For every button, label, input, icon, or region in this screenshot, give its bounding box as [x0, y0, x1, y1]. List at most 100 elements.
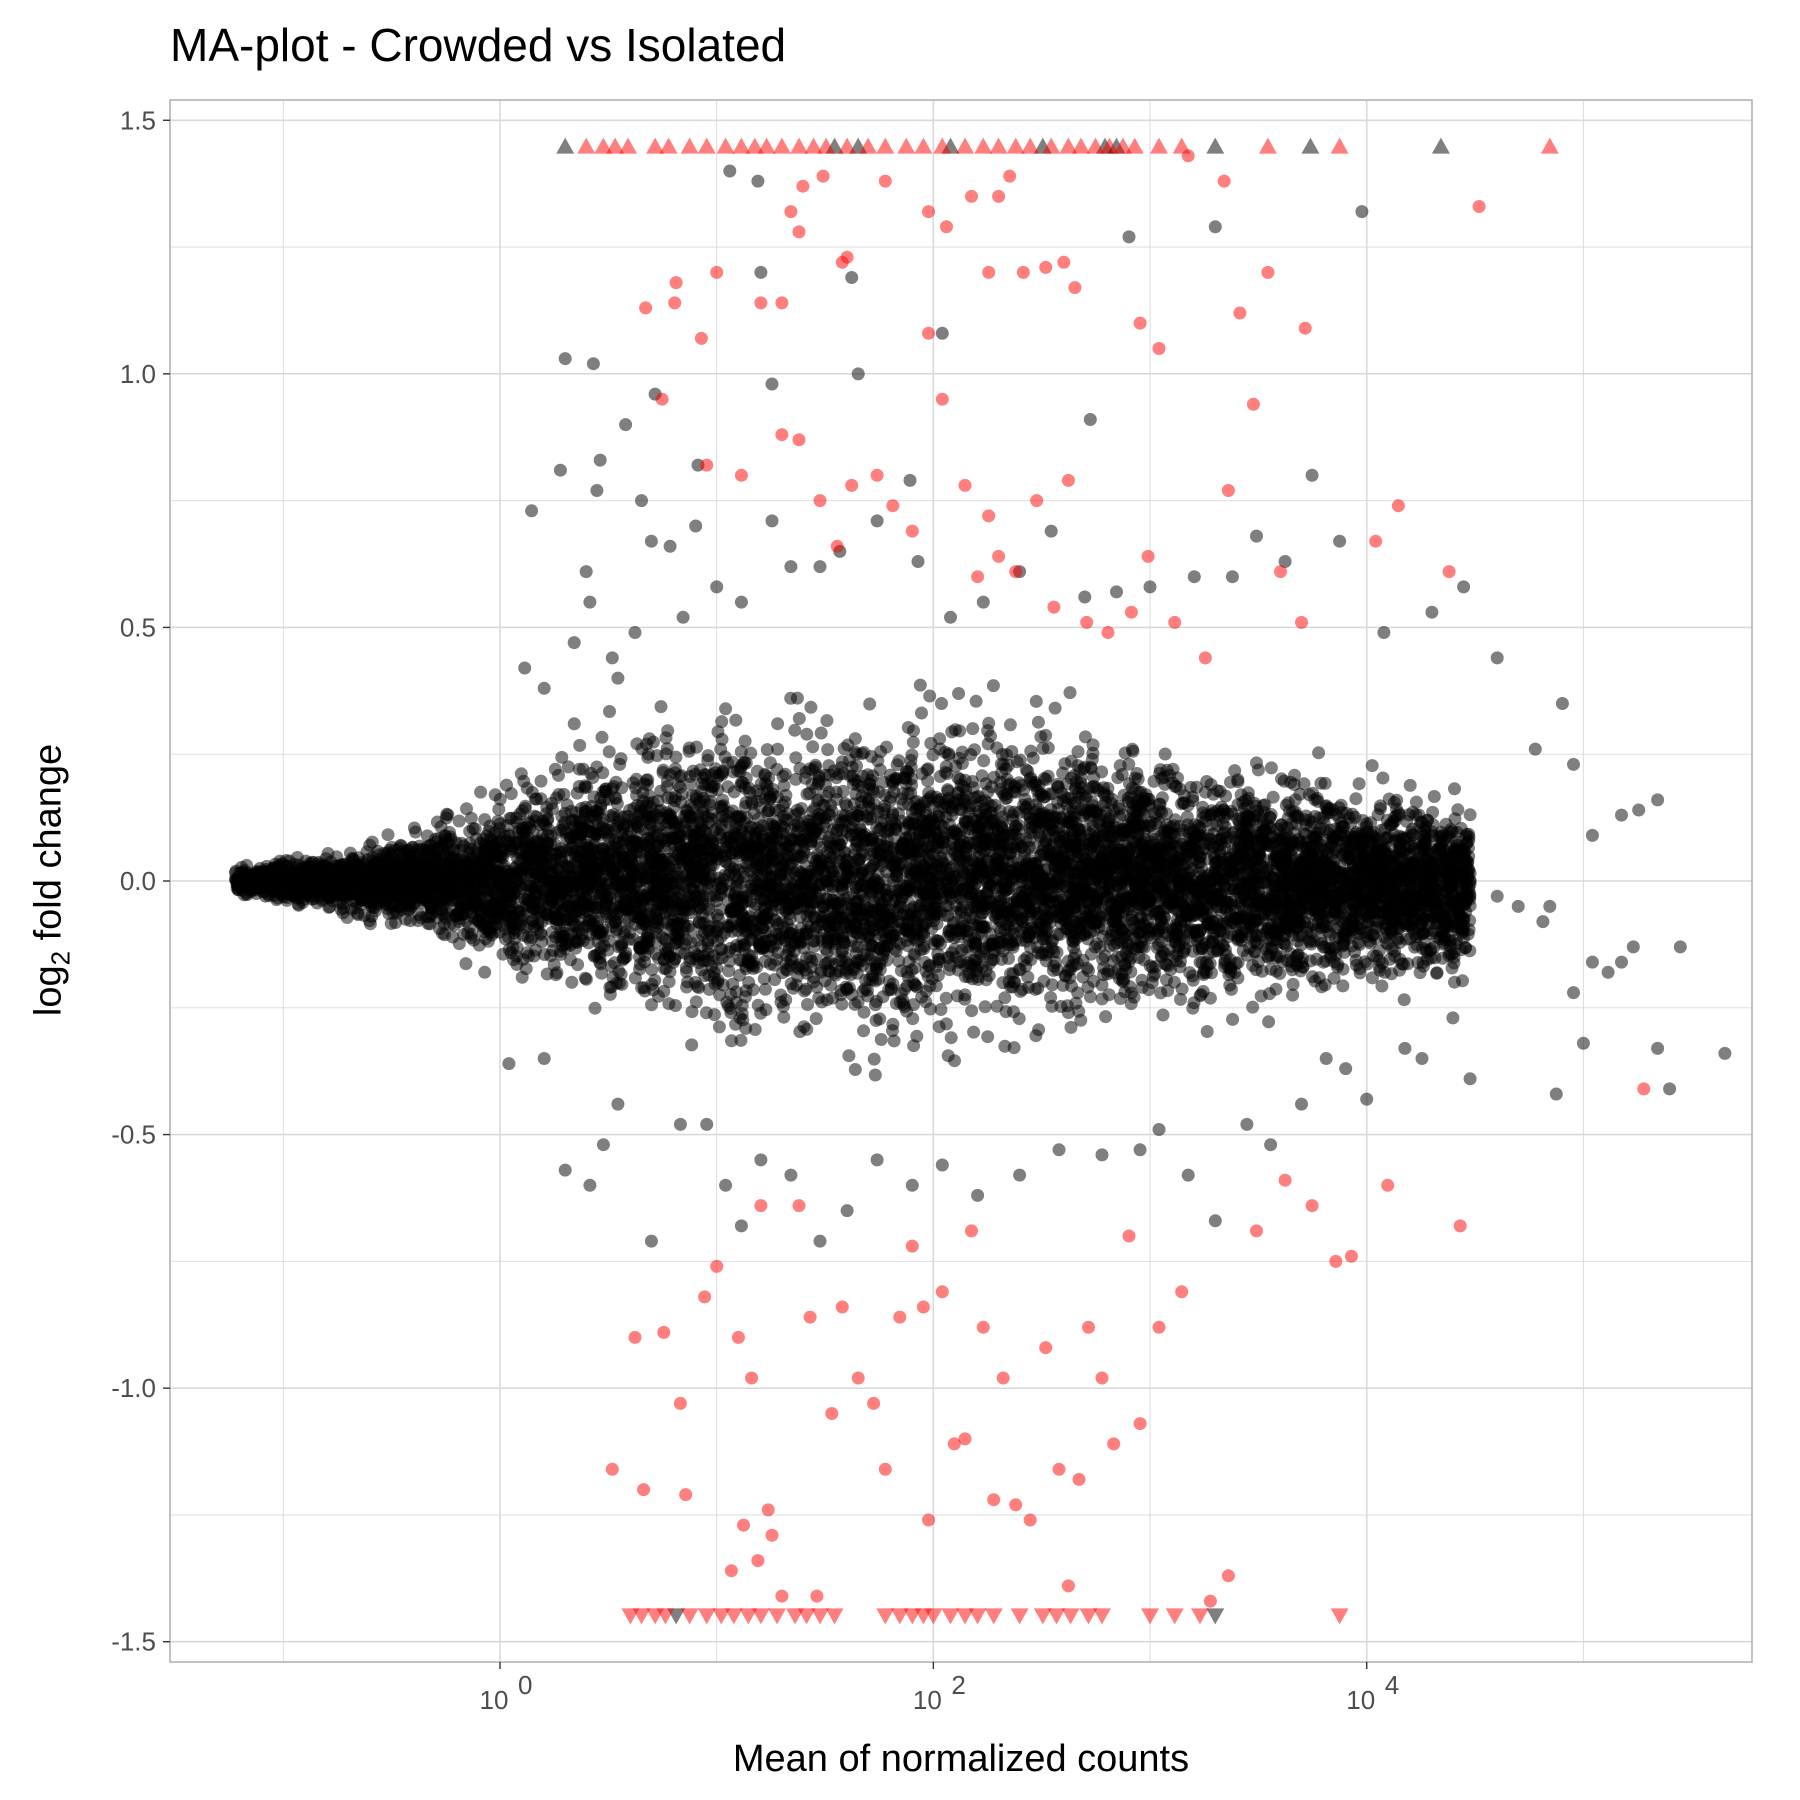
cloud-point: [1312, 746, 1326, 760]
cloud-point: [1063, 686, 1077, 700]
cloud-point: [760, 743, 774, 757]
cloud-point: [579, 972, 593, 986]
cloud-point: [1397, 993, 1411, 1007]
cloud-point: [1231, 775, 1245, 789]
cloud-point: [1288, 768, 1301, 782]
cloud-point: [905, 748, 919, 762]
cloud-point: [1275, 772, 1288, 786]
cloud-point: [712, 1020, 726, 1034]
cloud-point: [571, 958, 585, 972]
cloud-point: [1031, 715, 1045, 729]
cloud-point: [572, 762, 586, 776]
cloud-point: [565, 975, 579, 989]
cloud-point: [943, 963, 956, 977]
point-density-cloud: [228, 678, 1477, 1082]
cloud-point: [1286, 988, 1300, 1002]
cloud-point: [952, 687, 966, 700]
cloud-point: [561, 760, 575, 774]
cloud-point: [793, 762, 807, 775]
cloud-point: [603, 705, 616, 718]
cloud-point: [907, 724, 920, 738]
cloud-point: [586, 771, 600, 784]
cloud-point: [460, 802, 473, 816]
cloud-point: [978, 1000, 992, 1014]
cloud-point: [652, 989, 665, 1003]
cloud-point: [1064, 1020, 1078, 1034]
cloud-point: [921, 969, 935, 983]
cloud-point: [588, 1001, 602, 1015]
cloud-point: [654, 700, 668, 714]
cloud-point: [573, 738, 587, 752]
cloud-point: [729, 713, 743, 727]
cloud-point: [821, 743, 835, 757]
cloud-point: [1287, 778, 1301, 791]
cloud-point: [868, 998, 882, 1012]
cloud-point: [801, 998, 814, 1011]
cloud-point: [459, 957, 473, 971]
cloud-point: [915, 706, 928, 720]
cloud-point: [842, 1049, 856, 1063]
cloud-point: [1349, 792, 1363, 806]
cloud-point: [874, 1033, 888, 1046]
cloud-point: [1156, 1008, 1170, 1022]
cloud-point: [1427, 790, 1441, 803]
cloud-point: [1403, 778, 1417, 792]
chart-title: MA-plot - Crowded vs Isolated: [170, 19, 787, 71]
cloud-point: [738, 734, 752, 748]
cloud-point: [873, 1012, 887, 1026]
cloud-point: [824, 978, 838, 992]
cloud-point: [788, 723, 802, 737]
cloud-point: [1250, 756, 1263, 770]
grid-lines: [170, 100, 1752, 1662]
cloud-point: [1005, 809, 1019, 823]
cloud-point: [492, 802, 506, 816]
cloud-point: [1029, 694, 1043, 708]
cloud-point: [887, 1034, 901, 1048]
cloud-point: [777, 779, 791, 793]
cloud-point: [789, 751, 803, 765]
cloud-point: [939, 991, 953, 1005]
cloud-point: [1193, 989, 1207, 1003]
cloud-point: [722, 964, 736, 978]
cloud-point: [809, 1012, 823, 1026]
cloud-point: [701, 753, 715, 767]
cloud-point: [968, 743, 981, 757]
cloud-point: [628, 971, 642, 985]
cloud-point: [1269, 964, 1283, 978]
cloud-point: [999, 1005, 1013, 1019]
cloud-point: [1373, 799, 1387, 813]
cloud-point: [771, 717, 785, 731]
cloud-point: [758, 982, 772, 996]
cloud-point: [645, 963, 659, 977]
cloud-point: [474, 785, 488, 799]
cloud-point: [719, 702, 733, 716]
cloud-point: [998, 991, 1012, 1005]
cloud-point: [1409, 795, 1423, 809]
cloud-point: [939, 1017, 953, 1031]
cloud-point: [748, 1023, 762, 1036]
cloud-point: [1071, 986, 1085, 1000]
cloud-point: [814, 726, 828, 740]
cloud-point: [478, 813, 492, 827]
cloud-point: [800, 727, 814, 741]
cloud-point: [713, 988, 727, 1002]
cloud-point: [1297, 777, 1311, 791]
cloud-point: [921, 774, 935, 788]
cloud-point: [967, 1025, 981, 1039]
cloud-point: [1375, 979, 1389, 993]
cloud-point: [1174, 992, 1187, 1006]
cloud-point: [792, 712, 806, 725]
cloud-point: [613, 757, 627, 771]
cloud-point: [602, 745, 616, 759]
cloud-point: [935, 697, 948, 710]
cloud-point: [867, 1052, 881, 1066]
cloud-point: [1336, 979, 1350, 993]
cloud-point: [725, 1034, 738, 1048]
cloud-point: [977, 754, 991, 768]
cloud-point: [1175, 982, 1189, 996]
cloud-point: [1246, 1000, 1260, 1014]
cloud-point: [944, 1031, 958, 1045]
cloud-point: [1352, 777, 1366, 791]
cloud-point: [1264, 761, 1278, 775]
